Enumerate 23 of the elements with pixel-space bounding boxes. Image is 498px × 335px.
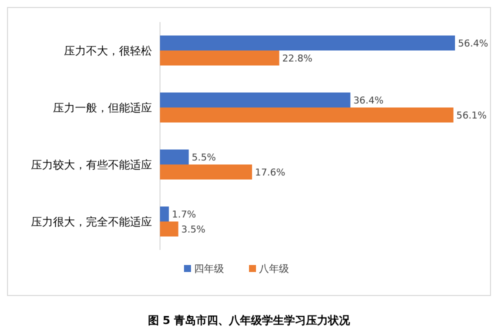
bar <box>160 150 189 164</box>
bar <box>160 164 252 180</box>
y-tick-label: 压力不大，很轻松 <box>64 44 152 58</box>
data-label: 3.5% <box>181 224 206 236</box>
data-label: 5.5% <box>192 152 216 164</box>
y-tick-label: 压力很大，完全不能适应 <box>31 216 152 228</box>
bar <box>160 206 169 222</box>
text: 图 5 青岛市四、八年级学生学习压力状况 <box>148 314 352 327</box>
bar <box>160 50 280 66</box>
data-label: 1.7% <box>172 210 196 220</box>
data-label: 56.4% <box>458 38 488 50</box>
data-label: 17.6% <box>255 168 286 178</box>
legend-label: 八年级 <box>259 263 289 275</box>
y-tick-label: 压力较大，有些不能适应 <box>31 158 152 172</box>
legend-label: 四年级 <box>194 263 224 275</box>
y-tick-label: 压力一般，但能适应 <box>53 102 152 114</box>
bar <box>160 108 454 122</box>
data-label: 56.1% <box>456 110 487 122</box>
bar <box>160 222 178 236</box>
bar <box>160 36 455 50</box>
data-label: 22.8% <box>282 54 312 64</box>
bar <box>160 92 350 108</box>
data-label: 36.4% <box>353 96 384 106</box>
